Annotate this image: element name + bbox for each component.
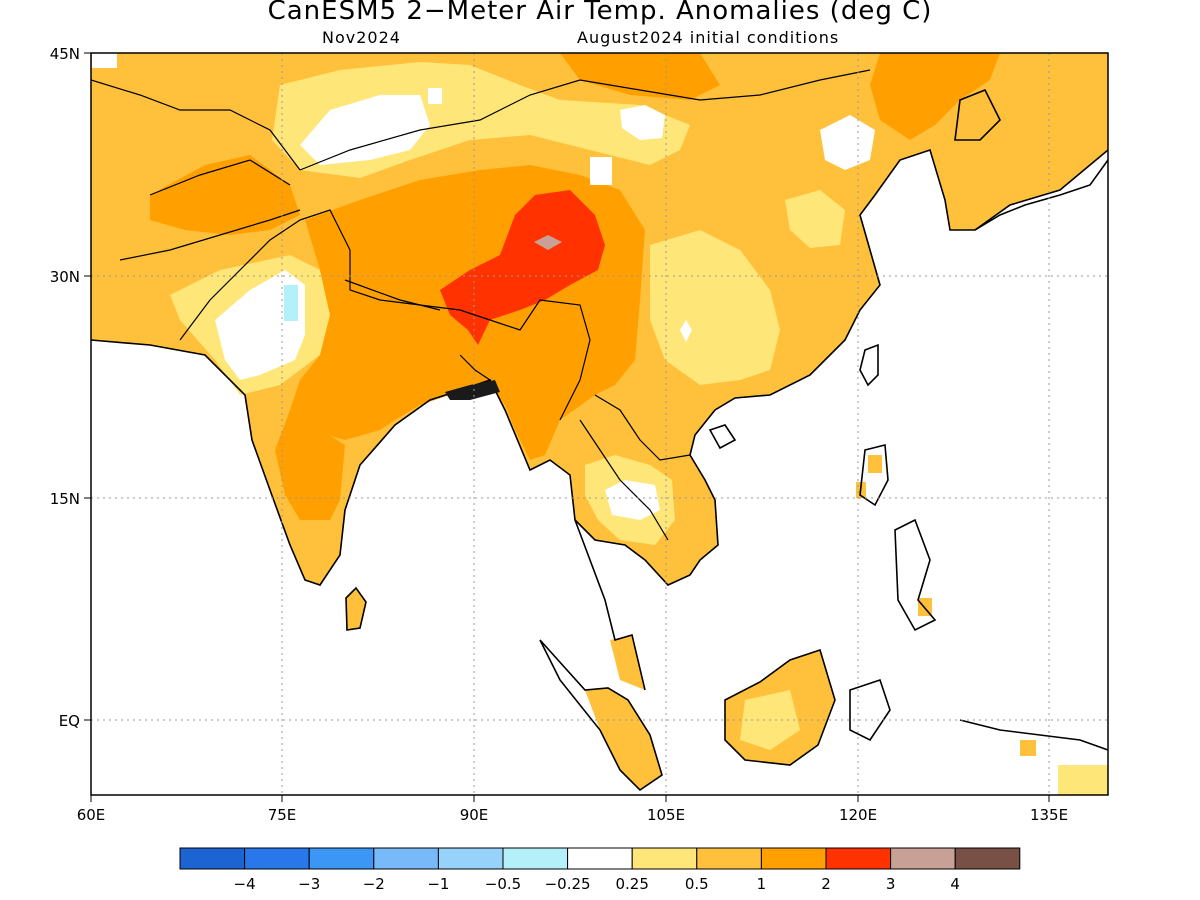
colorbar-swatch <box>696 847 762 870</box>
colorbar-label: 3 <box>886 875 896 893</box>
india-south-anomaly-1-2 <box>275 410 345 520</box>
country-borders <box>91 69 871 541</box>
colorbar: −4 −3 −2 −1 −0.5 −0.25 0.25 0.5 1 2 3 4 <box>179 847 1021 893</box>
initial-conditions: August2024 initial conditions <box>577 28 840 47</box>
sumatra <box>585 688 662 790</box>
new-guinea-south-anomaly <box>1058 765 1108 795</box>
indus-negative <box>284 285 298 321</box>
thailand-neutral <box>605 480 660 520</box>
colorbar-label: 4 <box>950 875 960 893</box>
south-china-anomaly <box>650 230 780 385</box>
tibet-anomaly-3-4 <box>534 235 562 250</box>
colorbar-swatch <box>954 847 1021 870</box>
lat-axis: 45N 30N 15N EQ <box>50 45 91 730</box>
south-china-neutral <box>680 320 692 342</box>
northeast-asia-anomaly-1-2 <box>870 53 1000 140</box>
indus-neutral <box>215 270 305 380</box>
colorbar-swatch <box>179 847 246 870</box>
colorbar-label: 1 <box>757 875 767 893</box>
caspian-neutral <box>92 53 117 68</box>
colorbar-swatch <box>244 847 310 870</box>
map-frame <box>90 52 1109 796</box>
sri-lanka <box>346 588 366 630</box>
colorbar-label: 2 <box>821 875 831 893</box>
colorbar-label: −1 <box>427 875 449 893</box>
northeast-china-neutral <box>820 115 875 170</box>
map-plot-area <box>91 53 1108 795</box>
lon-tick-label: 135E <box>1030 806 1068 824</box>
lon-axis: 60E 75E 90E 105E 120E 135E <box>77 795 1068 824</box>
colorbar-swatch <box>825 847 892 870</box>
korea-north-china-anomaly <box>785 190 845 248</box>
lat-tick-label: EQ <box>59 712 80 730</box>
mongolia-neutral <box>620 105 665 140</box>
lat-tick-label: 30N <box>50 268 80 286</box>
lat-tick-label: 45N <box>50 45 80 63</box>
mongolia-small-neutral <box>428 88 442 104</box>
lon-tick-label: 120E <box>839 806 877 824</box>
colorbar-swatch <box>502 847 569 870</box>
colorbar-label: −2 <box>363 875 385 893</box>
colorbar-swatch <box>890 847 956 870</box>
central-asia-anomaly-1-2 <box>150 155 300 235</box>
colorbar-swatch <box>373 847 439 870</box>
lon-tick-label: 75E <box>268 806 297 824</box>
colorbar-label: −0.25 <box>545 875 591 893</box>
colorbar-swatch <box>567 847 633 870</box>
mongolia-anomaly-1-2 <box>560 53 720 100</box>
forecast-month: Nov2024 <box>322 28 401 47</box>
malay-peninsula <box>610 635 645 690</box>
gridlines <box>91 53 1108 795</box>
lon-tick-label: 105E <box>647 806 685 824</box>
ganges-delta <box>445 380 500 400</box>
tarim-neutral <box>300 95 430 165</box>
coastlines <box>91 88 1108 792</box>
colorbar-swatch <box>308 847 375 870</box>
colorbar-swatch <box>760 847 827 870</box>
lon-tick-label: 60E <box>77 806 106 824</box>
colorbar-label: −4 <box>234 875 256 893</box>
map-title: CanESM5 2−Meter Air Temp. Anomalies (deg… <box>267 0 933 26</box>
gobi-neutral <box>590 157 612 185</box>
luzon-anomaly <box>868 455 882 473</box>
colorbar-label: 0.25 <box>615 875 648 893</box>
colorbar-label: −3 <box>298 875 320 893</box>
lat-tick-label: 15N <box>50 490 80 508</box>
tibet-anomaly-2-3 <box>440 190 605 345</box>
colorbar-label: 0.5 <box>685 875 709 893</box>
colorbar-swatch <box>631 847 698 870</box>
new-guinea-anomaly <box>1020 740 1036 756</box>
lon-tick-label: 90E <box>460 806 489 824</box>
colorbar-label: −0.5 <box>485 875 521 893</box>
colorbar-swatch <box>437 847 504 870</box>
